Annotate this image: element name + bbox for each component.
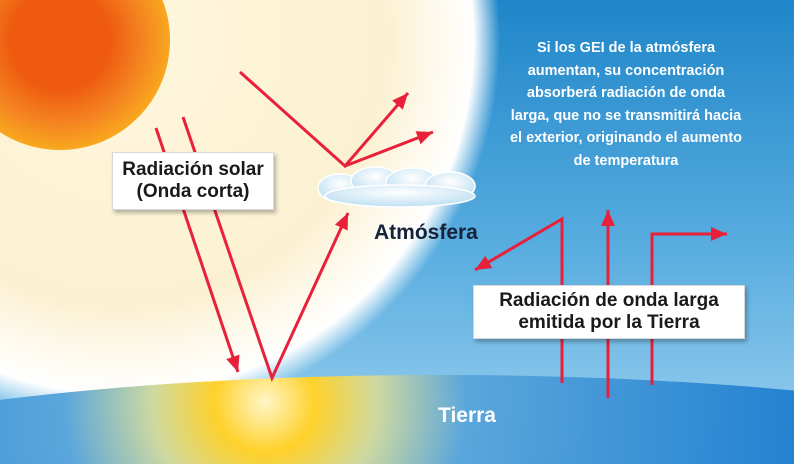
- longwave-line-1: Radiación de onda larga: [499, 290, 719, 311]
- trapped-longwave-arrow-head: [475, 255, 493, 270]
- incoming-solar-arrow-right-head: [334, 213, 348, 231]
- gei-line-4: larga, que no se transmitirá hacia: [510, 107, 742, 124]
- sun: [0, 0, 170, 150]
- gei-line-3: absorberá radiación de onda: [526, 85, 726, 101]
- atmosphere-label: Atmósfera: [374, 221, 478, 244]
- earth-label: Tierra: [438, 404, 496, 427]
- escaping-longwave-arrow-head: [711, 227, 727, 241]
- solar-radiation-label: Radiación solar (Onda corta): [112, 152, 274, 210]
- greenhouse-gas-explanation: Si los GEI de la atmósfera aumentan, su …: [480, 37, 772, 172]
- scattered-solar-arrow-head: [415, 131, 433, 145]
- longwave-line-2: emitida por la Tierra: [518, 311, 700, 333]
- solar-radiation-line-2: (Onda corta): [136, 180, 250, 202]
- solar-radiation-line-1: Radiación solar: [122, 159, 264, 180]
- gei-line-6: de temperatura: [573, 152, 679, 169]
- reflected-solar-arrow-head: [392, 93, 408, 110]
- gei-line-5: el exterior, originando el aumento: [509, 130, 743, 146]
- incoming-solar-arrow-left-head: [226, 354, 240, 372]
- longwave-up-arrow-head: [601, 210, 615, 226]
- atmosphere-cloud: [317, 166, 476, 208]
- longwave-radiation-label: Radiación de onda larga emitida por la T…: [473, 285, 745, 339]
- gei-line-1: Si los GEI de la atmósfera: [536, 40, 716, 56]
- earth-surface: [0, 375, 794, 464]
- gei-line-2: aumentan, su concentración: [527, 62, 725, 79]
